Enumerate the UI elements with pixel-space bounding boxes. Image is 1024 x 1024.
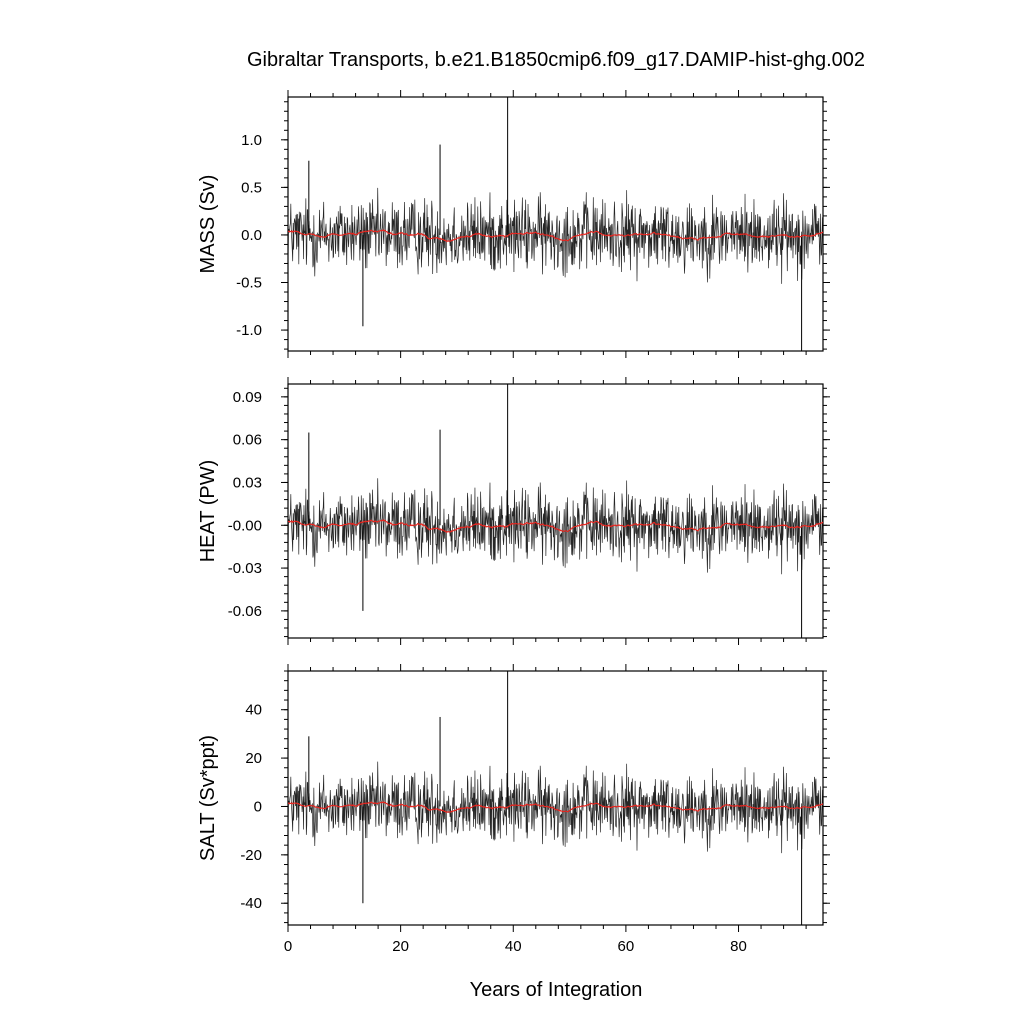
plot-frame (287, 383, 824, 639)
y-tick-label: -40 (240, 895, 262, 912)
panel-2: 0.09 0.06 0.03 -0.00 -0.03 -0.06 HEAT (PW) (197, 377, 830, 645)
y-tick-label: -0.03 (228, 560, 262, 577)
smoothed-series-line (288, 229, 823, 243)
y-axis-title: MASS (Sv) (197, 175, 219, 274)
y-tick-label: 0 (254, 798, 262, 815)
raw-series-line (288, 478, 823, 575)
y-tick-label: -1.0 (236, 322, 262, 339)
y-tick-label: 0.5 (241, 179, 262, 196)
y-tick-label: 40 (245, 702, 262, 719)
raw-series-line (288, 187, 823, 284)
plot-frame (287, 96, 824, 352)
raw-series-line (288, 761, 823, 854)
y-axis-title: SALT (Sv*ppt) (197, 735, 219, 861)
y-tick-label: -0.5 (236, 275, 262, 292)
y-tick-label: -20 (240, 847, 262, 864)
y-axis-title: HEAT (PW) (197, 460, 219, 563)
x-axis-title: Years of Integration (470, 979, 643, 1001)
smoothed-series-line (288, 519, 823, 534)
y-tick-label: 0.03 (233, 474, 262, 491)
y-tick-label: -0.00 (228, 517, 262, 534)
panel-1: 1.0 0.5 0.0 -0.5 -1.0 MASS (Sv) (197, 90, 830, 358)
y-tick-label: 20 (245, 750, 262, 767)
panels: 1.0 0.5 0.0 -0.5 -1.0 MASS (Sv) 0.09 0.06 0.03 -0… (197, 90, 830, 955)
y-tick-label: 0.0 (241, 227, 262, 244)
x-tick-label: 20 (392, 938, 409, 955)
smoothed-series-line (288, 801, 823, 814)
chart-title: Gibraltar Transports, b.e21.B1850cmip6.f… (247, 49, 865, 71)
y-tick-label: 1.0 (241, 132, 262, 149)
y-tick-label: -0.06 (228, 603, 262, 620)
x-tick-label: 60 (618, 938, 635, 955)
y-tick-label: 0.06 (233, 432, 262, 449)
panel-3: 0 20 40 60 80 40 20 0 -20 -40 SALT (Sv*ppt) (197, 664, 830, 955)
x-tick-label: 0 (284, 938, 292, 955)
x-tick-label: 40 (505, 938, 522, 955)
y-tick-label: 0.09 (233, 389, 262, 406)
x-tick-label: 80 (730, 938, 747, 955)
